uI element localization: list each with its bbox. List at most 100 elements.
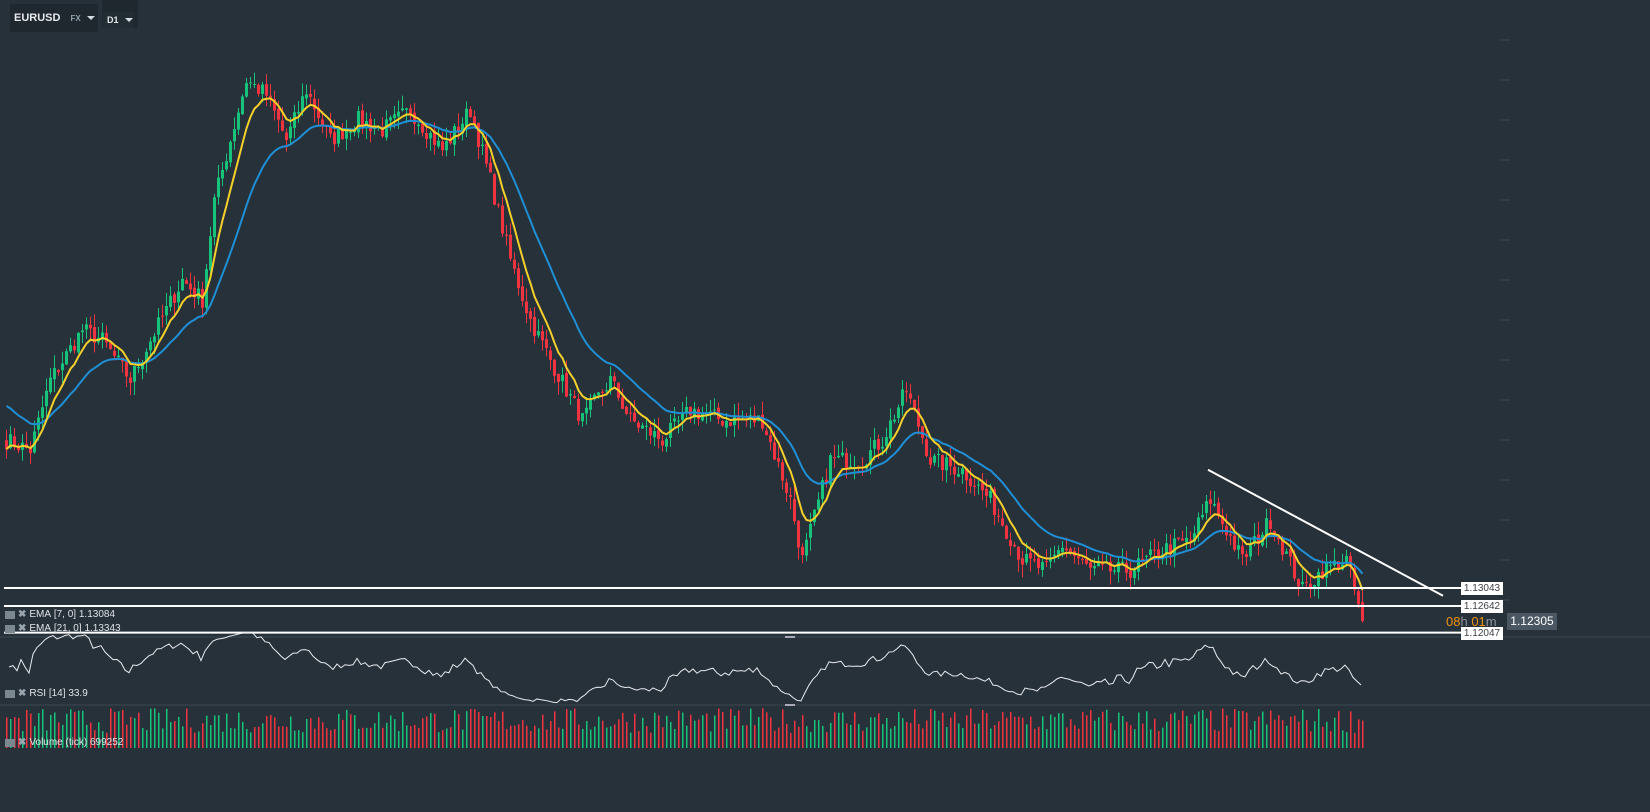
candle-body <box>1141 558 1144 560</box>
volume-bar <box>1294 715 1296 748</box>
volume-bar <box>1314 721 1316 748</box>
candle-body <box>93 327 96 343</box>
symbol-selector[interactable]: EURUSD FX <box>10 4 98 32</box>
volume-bar <box>1218 731 1220 748</box>
candle-body <box>153 336 156 343</box>
candle-body <box>589 399 592 410</box>
volume-bar <box>206 715 208 748</box>
candle-body <box>473 116 476 125</box>
close-icon[interactable]: ✖ <box>18 623 27 634</box>
close-icon[interactable]: ✖ <box>18 737 27 748</box>
volume-bar <box>1054 716 1056 748</box>
candle-body <box>721 421 724 426</box>
volume-bar <box>1058 713 1060 748</box>
volume-bar <box>1002 712 1004 748</box>
volume-bar <box>682 712 684 748</box>
candle-body <box>829 455 832 485</box>
volume-bar <box>38 713 40 748</box>
volume-bar <box>1322 726 1324 748</box>
candle-body <box>1193 533 1196 542</box>
candle-body <box>109 342 112 349</box>
volume-bar <box>990 728 992 748</box>
chevron-down-icon[interactable] <box>86 16 95 20</box>
volume-bar <box>114 711 116 748</box>
chevron-down-icon[interactable] <box>124 18 133 22</box>
candle-body <box>257 84 260 94</box>
candle-body <box>17 446 20 451</box>
candle-body <box>933 455 936 463</box>
candle-body <box>621 397 624 409</box>
price-level-label[interactable]: 1.12642 <box>1461 600 1503 613</box>
volume-bar <box>974 723 976 748</box>
candle-body <box>665 439 668 447</box>
candle-body <box>785 482 788 494</box>
candle-body <box>573 395 576 398</box>
close-icon[interactable]: ✖ <box>18 688 27 699</box>
candle-body <box>213 197 216 238</box>
candle-body <box>657 430 660 440</box>
volume-bar <box>742 725 744 748</box>
candle-body <box>593 394 596 400</box>
volume-bar <box>54 712 56 748</box>
volume-bar <box>1014 716 1016 748</box>
candle-body <box>433 130 436 145</box>
settings-icon[interactable] <box>5 738 15 747</box>
candle-body <box>425 133 428 140</box>
candle-body <box>1205 501 1208 513</box>
candle-body <box>961 468 964 475</box>
volume-bar <box>1174 712 1176 748</box>
candle-body <box>833 457 836 459</box>
candle-body <box>849 466 852 468</box>
candle-body <box>557 373 560 382</box>
volume-bar <box>734 715 736 748</box>
candle-body <box>1329 565 1332 567</box>
volume-bar <box>334 729 336 748</box>
volume-bar <box>558 727 560 748</box>
volume-bar <box>1198 711 1200 748</box>
volume-bar <box>178 716 180 748</box>
candle-body <box>1117 561 1120 573</box>
volume-bar <box>934 710 936 748</box>
close-icon[interactable]: ✖ <box>18 609 27 620</box>
candle-body <box>1017 546 1020 560</box>
volume-bar <box>910 723 912 748</box>
settings-icon[interactable] <box>5 610 15 619</box>
volume-bar <box>1142 723 1144 748</box>
candle-body <box>957 474 960 477</box>
volume-bar <box>1194 714 1196 748</box>
candle-body <box>349 131 352 133</box>
volume-bar <box>194 732 196 748</box>
candle-body <box>1241 546 1244 555</box>
timeframe-selector[interactable]: D1 <box>102 0 138 28</box>
volume-bar <box>950 717 952 748</box>
candle-body <box>1093 566 1096 569</box>
ema-slow-params: [21, 0] <box>53 623 82 634</box>
volume-bar <box>1062 713 1064 748</box>
candle-body <box>877 438 880 450</box>
settings-icon[interactable] <box>5 689 15 698</box>
settings-icon[interactable] <box>5 624 15 633</box>
rsi-value: 33.9 <box>68 688 88 699</box>
volume-bar <box>998 721 1000 748</box>
price-level-label[interactable]: 1.13043 <box>1461 582 1503 595</box>
volume-bar <box>394 719 396 748</box>
candle-body <box>81 330 84 333</box>
candle-body <box>173 294 176 304</box>
volume-bar <box>490 716 492 748</box>
volume-bar <box>522 720 524 748</box>
candle-body <box>65 351 68 365</box>
rsi-params: [14] <box>48 688 66 699</box>
candle-body <box>769 435 772 443</box>
volume-bar <box>978 723 980 748</box>
candle-body <box>733 417 736 426</box>
candle-body <box>581 413 584 422</box>
volume-bar <box>102 731 104 748</box>
volume-bar <box>250 732 252 748</box>
candle-body <box>1137 558 1140 572</box>
candle-body <box>601 391 604 393</box>
volume-bar <box>1234 709 1236 748</box>
volume-bar <box>130 716 132 748</box>
price-level-label[interactable]: 1.12047 <box>1461 627 1503 640</box>
volume-bar <box>578 724 580 748</box>
